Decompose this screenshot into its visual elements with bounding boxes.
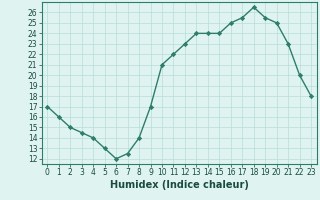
X-axis label: Humidex (Indice chaleur): Humidex (Indice chaleur) [110, 180, 249, 190]
